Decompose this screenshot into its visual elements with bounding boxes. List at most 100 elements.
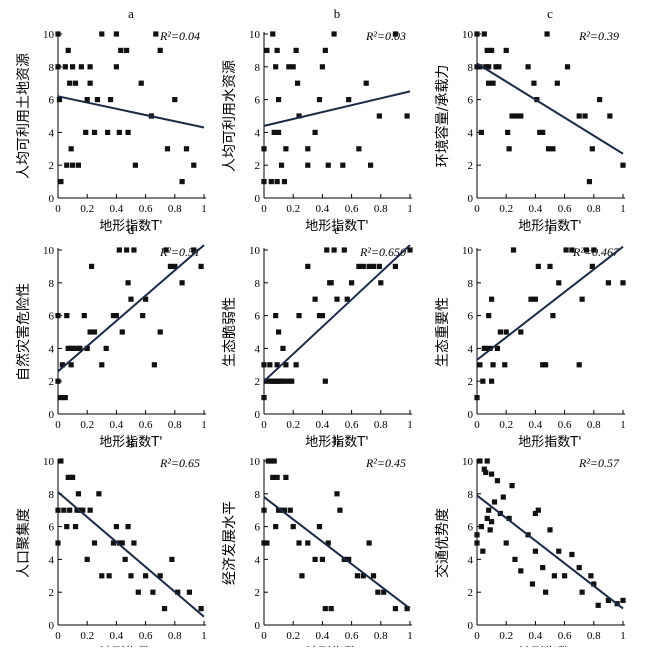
data-point: [535, 263, 541, 269]
data-point: [278, 162, 285, 168]
r-squared-annotation: R²=0.04: [159, 29, 200, 43]
x-tick-label: 1: [407, 203, 413, 215]
data-point: [605, 597, 611, 603]
data-point: [586, 179, 593, 185]
data-point: [474, 64, 480, 70]
data-point: [367, 162, 374, 168]
data-point: [312, 556, 318, 562]
data-point: [128, 573, 134, 579]
data-point: [84, 345, 90, 351]
data-point: [294, 80, 301, 86]
y-tick-label: 2: [49, 376, 55, 388]
data-point: [491, 499, 498, 505]
y-tick-label: 4: [49, 343, 55, 355]
x-tick-label: 0.8: [374, 630, 388, 642]
data-point: [356, 146, 362, 152]
scatter-panel-i: i 0 2 4 6 8 10 0 0.2 0.4 0.6 0.8 1 交通优势度 地形指数T' R²=0.57: [434, 433, 626, 652]
data-point: [132, 162, 138, 168]
x-tick-label: 0.6: [558, 419, 572, 431]
data-point: [280, 345, 286, 351]
data-point: [595, 602, 601, 608]
data-point: [273, 313, 279, 319]
panel-label: h: [334, 433, 341, 448]
data-point: [360, 263, 366, 269]
data-point: [135, 589, 141, 595]
y-tick-label: 10: [43, 456, 55, 468]
x-axis-label: 地形指数T': [99, 219, 163, 234]
data-point: [299, 573, 305, 579]
y-tick-label: 10: [462, 456, 474, 468]
data-point: [591, 247, 597, 253]
x-tick-label: 0.2: [499, 419, 513, 431]
data-point: [157, 573, 163, 579]
data-point: [509, 113, 515, 119]
data-point: [540, 362, 546, 368]
y-tick-label: 0: [468, 193, 474, 205]
data-point: [589, 146, 595, 152]
data-point: [96, 491, 102, 497]
data-point: [113, 31, 119, 37]
data-point: [261, 146, 267, 152]
y-axis-label: 交通优势度: [434, 508, 451, 578]
data-point: [547, 527, 553, 533]
y-tick-label: 6: [255, 95, 261, 107]
data-point: [370, 263, 377, 269]
data-point: [67, 80, 73, 86]
data-point: [576, 362, 582, 368]
data-point: [579, 296, 585, 302]
x-tick-label: 1: [407, 630, 413, 642]
y-tick-label: 8: [255, 278, 261, 290]
data-point: [378, 280, 384, 286]
data-point: [489, 47, 495, 53]
data-point: [283, 146, 289, 152]
data-point: [58, 179, 64, 185]
data-point: [474, 395, 480, 401]
x-axis-label: 地形指数T': [305, 435, 369, 450]
y-tick-label: 8: [49, 62, 55, 74]
data-point: [588, 573, 594, 579]
data-point: [55, 540, 61, 546]
data-point: [274, 474, 280, 480]
data-point: [550, 313, 556, 319]
regression-line: [476, 494, 624, 610]
data-point: [290, 64, 296, 70]
x-tick-label: 0: [55, 630, 61, 642]
data-point: [163, 247, 169, 253]
data-point: [497, 329, 503, 335]
data-point: [360, 573, 366, 579]
data-point: [276, 129, 282, 135]
data-point: [94, 97, 101, 103]
x-tick-label: 1: [620, 630, 626, 642]
data-point: [518, 113, 524, 119]
data-point: [532, 548, 538, 554]
data-point: [55, 378, 61, 384]
data-point: [118, 47, 124, 53]
panel-label: b: [334, 6, 341, 21]
data-point: [340, 162, 346, 168]
data-point: [67, 507, 73, 513]
data-point: [70, 474, 76, 480]
data-point: [503, 329, 509, 335]
data-point: [337, 507, 343, 513]
y-tick-label: 0: [468, 409, 474, 421]
data-point: [175, 589, 181, 595]
y-tick-label: 4: [255, 127, 261, 139]
data-point: [376, 263, 382, 269]
data-point: [83, 129, 89, 135]
data-point: [151, 362, 157, 368]
data-point: [131, 247, 137, 253]
x-tick-label: 0: [261, 203, 267, 215]
x-tick-label: 0.8: [374, 419, 388, 431]
data-point: [474, 31, 480, 37]
data-point: [172, 97, 178, 103]
y-axis-label: 人口聚集度: [15, 508, 32, 578]
data-point: [582, 113, 588, 119]
data-point: [276, 507, 282, 513]
y-tick-label: 0: [255, 409, 261, 421]
y-tick-label: 2: [468, 160, 474, 172]
y-tick-label: 4: [49, 127, 55, 139]
data-point: [91, 540, 98, 546]
y-axis-label: 生态重要性: [435, 297, 451, 367]
data-point: [169, 556, 175, 562]
